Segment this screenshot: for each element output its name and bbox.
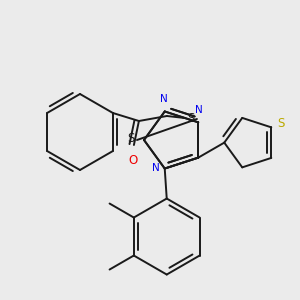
Text: S: S (187, 112, 195, 125)
Text: N: N (160, 94, 168, 104)
Text: N: N (152, 163, 160, 172)
Text: S: S (277, 117, 285, 130)
Text: S: S (128, 133, 135, 146)
Text: O: O (128, 154, 137, 167)
Text: N: N (195, 105, 203, 116)
